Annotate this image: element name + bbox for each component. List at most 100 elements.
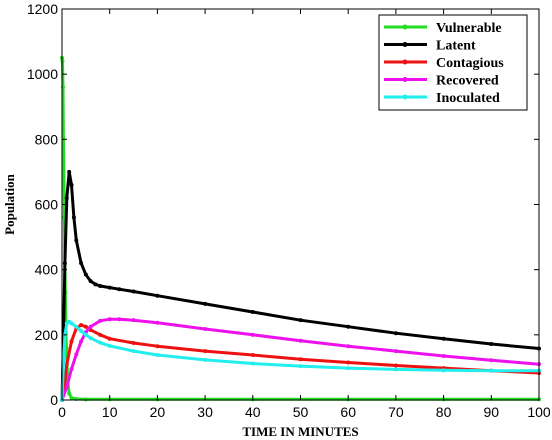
data-point	[74, 352, 79, 357]
data-point	[250, 361, 255, 366]
legend-marker	[402, 42, 408, 47]
x-tick-label: 100	[527, 404, 551, 420]
data-point	[298, 318, 303, 323]
data-point	[98, 283, 103, 288]
data-point	[489, 341, 494, 346]
x-tick-label: 20	[150, 404, 166, 420]
data-point	[393, 367, 398, 372]
data-point	[79, 323, 84, 328]
legend-item: Latent	[384, 39, 476, 54]
data-point	[83, 324, 88, 329]
x-tick-label: 60	[340, 404, 356, 420]
data-point	[88, 279, 93, 284]
data-point	[74, 238, 79, 243]
data-point	[489, 358, 494, 363]
x-axis-title: TIME IN MINUTES	[242, 424, 358, 439]
data-point	[203, 326, 208, 331]
legend-marker	[402, 24, 408, 30]
x-tick-label: 10	[102, 404, 118, 420]
data-point	[64, 384, 69, 389]
series-line	[60, 57, 539, 401]
legend-label: Latent	[436, 39, 476, 54]
series-line	[60, 317, 540, 401]
data-point	[107, 285, 112, 290]
x-tick-label: 0	[58, 404, 66, 420]
data-point	[107, 336, 112, 341]
legend-item: Contagious	[384, 56, 504, 71]
series-contagious	[60, 323, 541, 402]
data-point	[98, 340, 103, 345]
legend-label: Vulnerable	[436, 21, 502, 36]
data-point	[67, 391, 72, 396]
data-point	[346, 344, 351, 349]
data-point	[88, 336, 93, 341]
legend-marker	[402, 94, 408, 100]
data-point	[83, 272, 88, 277]
legend-item: Vulnerable	[384, 21, 502, 36]
data-point	[489, 368, 494, 373]
data-point	[107, 343, 112, 348]
data-point	[346, 324, 351, 329]
data-point	[64, 362, 69, 367]
legend-marker	[402, 77, 408, 82]
legend-marker	[402, 59, 408, 65]
x-tick-label: 40	[245, 404, 261, 420]
data-point	[441, 368, 446, 373]
data-point	[79, 339, 84, 344]
data-point	[62, 261, 67, 266]
data-point	[250, 310, 255, 315]
data-point	[131, 318, 136, 323]
data-point	[155, 344, 160, 349]
data-point	[83, 332, 88, 337]
legend-label: Inoculated	[436, 91, 500, 106]
data-point	[346, 366, 351, 371]
data-point	[298, 364, 303, 369]
data-point	[298, 338, 303, 343]
y-tick-label: 0	[50, 392, 58, 408]
data-point	[117, 317, 122, 322]
data-point	[79, 261, 84, 266]
legend: Vulnerable Latent Contagious Recovered Inocu…	[378, 14, 528, 111]
data-point	[64, 195, 69, 200]
y-tick-label: 1000	[27, 66, 58, 82]
x-tick-label: 50	[293, 404, 309, 420]
data-point	[155, 293, 160, 298]
data-point	[98, 318, 103, 323]
data-point	[393, 363, 398, 368]
y-tick-label: 800	[35, 131, 59, 147]
data-point	[131, 289, 136, 294]
x-tick-label: 30	[197, 404, 213, 420]
legend-label: Contagious	[436, 56, 504, 71]
series-line	[60, 323, 540, 401]
data-point	[88, 324, 93, 329]
x-tick-label: 80	[436, 404, 452, 420]
data-point	[203, 349, 208, 354]
data-point	[393, 349, 398, 354]
data-point	[298, 357, 303, 362]
data-point	[131, 340, 136, 345]
data-point	[69, 182, 74, 187]
data-point	[117, 287, 122, 292]
data-point	[93, 282, 98, 287]
data-point	[155, 320, 160, 325]
data-point	[98, 332, 103, 337]
data-point	[250, 353, 255, 358]
y-axis-title: Population	[2, 173, 17, 234]
series-latent	[60, 169, 541, 402]
y-tick-label: 600	[35, 197, 59, 213]
legend-item: Inoculated	[384, 91, 500, 106]
data-point	[69, 367, 74, 372]
data-point	[346, 360, 351, 365]
y-tick-label: 400	[35, 262, 59, 278]
data-point	[69, 321, 74, 326]
x-tick-label: 70	[388, 404, 404, 420]
data-point	[393, 331, 398, 336]
data-point	[131, 349, 136, 354]
data-point	[71, 215, 76, 220]
data-point	[69, 339, 74, 344]
legend-label: Recovered	[436, 74, 499, 89]
y-tick-label: 200	[35, 327, 59, 343]
data-point	[67, 169, 72, 174]
data-point	[74, 324, 79, 329]
